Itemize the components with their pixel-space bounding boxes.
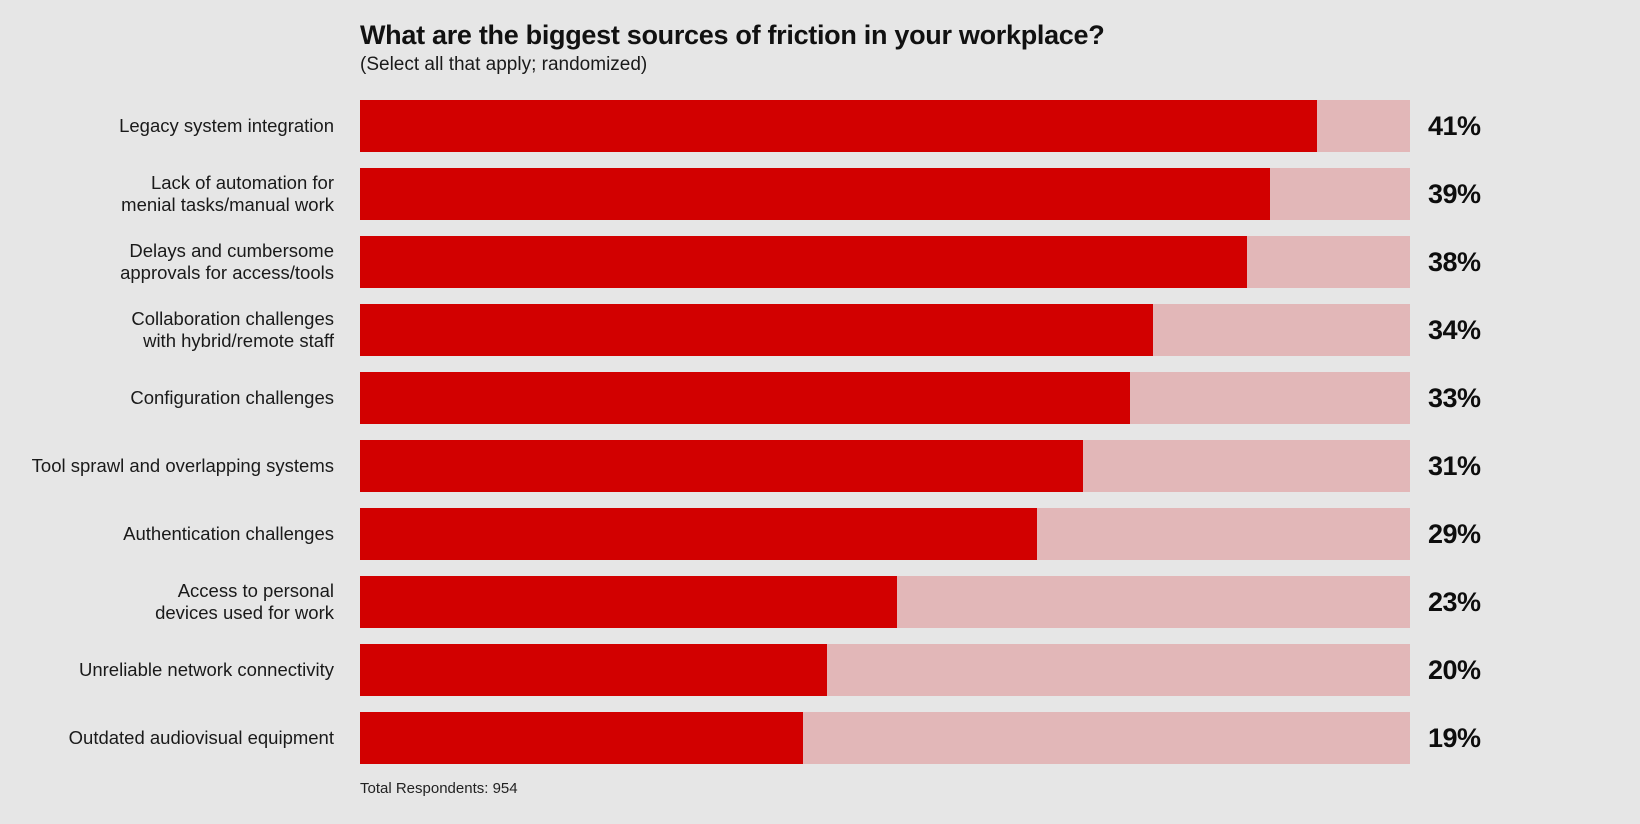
bar-track	[360, 644, 1410, 696]
bar-track	[360, 236, 1410, 288]
value-label: 39%	[1428, 178, 1481, 209]
value-label: 20%	[1428, 654, 1481, 685]
category-label: Tool sprawl and overlapping systems	[0, 440, 334, 492]
bar-track	[360, 576, 1410, 628]
category-label: Authentication challenges	[0, 508, 334, 560]
bar	[360, 508, 1037, 560]
bar	[360, 712, 804, 764]
value-label: 33%	[1428, 382, 1481, 413]
bar	[360, 644, 827, 696]
value-label: 41%	[1428, 110, 1481, 141]
bar-row: Configuration challenges 33%	[0, 372, 1640, 424]
bar-row: Collaboration challenges with hybrid/remo…	[0, 304, 1640, 356]
bar	[360, 168, 1270, 220]
category-label: Delays and cumbersome approvals for acces…	[0, 236, 334, 288]
bar-row: Authentication challenges 29%	[0, 508, 1640, 560]
category-label: Collaboration challenges with hybrid/remo…	[0, 304, 334, 356]
category-label-line: with hybrid/remote staff	[143, 330, 334, 351]
category-label: Access to personal devices used for work	[0, 576, 334, 628]
category-label-line: menial tasks/manual work	[121, 194, 334, 215]
bar	[360, 304, 1154, 356]
bar-row: Delays and cumbersome approvals for acces…	[0, 236, 1640, 288]
category-label-line: Legacy system integration	[119, 115, 334, 136]
value-label: 38%	[1428, 246, 1481, 277]
category-label: Configuration challenges	[0, 372, 334, 424]
category-label: Outdated audiovisual equipment	[0, 712, 334, 764]
category-label-line: Outdated audiovisual equipment	[68, 727, 334, 748]
category-label: Legacy system integration	[0, 100, 334, 152]
bar-row: Outdated audiovisual equipment 19%	[0, 712, 1640, 764]
bar-row: Legacy system integration 41%	[0, 100, 1640, 152]
value-label: 34%	[1428, 314, 1481, 345]
bar-row: Lack of automation for menial tasks/manua…	[0, 168, 1640, 220]
category-label-line: Tool sprawl and overlapping systems	[31, 455, 334, 476]
category-label-line: Unreliable network connectivity	[78, 659, 334, 680]
bar	[360, 100, 1317, 152]
category-label-line: Authentication challenges	[123, 523, 334, 544]
bar	[360, 372, 1130, 424]
chart-title: What are the biggest sources of friction…	[360, 20, 1105, 50]
category-label-line: Configuration challenges	[130, 387, 334, 408]
bar-track	[360, 508, 1410, 560]
bar-row: Tool sprawl and overlapping systems 31%	[0, 440, 1640, 492]
bar	[360, 236, 1247, 288]
bar-row: Unreliable network connectivity 20%	[0, 644, 1640, 696]
bar-track	[360, 440, 1410, 492]
category-label-line: approvals for access/tools	[120, 262, 334, 283]
value-label: 31%	[1428, 450, 1481, 481]
chart-subtitle: (Select all that apply; randomized)	[360, 54, 648, 75]
category-label-line: Delays and cumbersome	[129, 240, 334, 261]
bar-track	[360, 372, 1410, 424]
value-label: 29%	[1428, 518, 1481, 549]
bar	[360, 576, 897, 628]
category-label-line: Access to personal	[177, 580, 334, 601]
category-label-line: Lack of automation for	[150, 172, 334, 193]
bar-track	[360, 168, 1410, 220]
bar-track	[360, 100, 1410, 152]
category-label: Unreliable network connectivity	[0, 644, 334, 696]
bar	[360, 440, 1084, 492]
value-label: 19%	[1428, 722, 1481, 753]
bar-track	[360, 712, 1410, 764]
category-label-line: Collaboration challenges	[131, 308, 334, 329]
bar-track	[360, 304, 1410, 356]
value-label: 23%	[1428, 586, 1481, 617]
category-label: Lack of automation for menial tasks/manua…	[0, 168, 334, 220]
category-label-line: devices used for work	[155, 602, 334, 623]
footnote: Total Respondents: 954	[360, 780, 518, 797]
bar-row: Access to personal devices used for work 2…	[0, 576, 1640, 628]
